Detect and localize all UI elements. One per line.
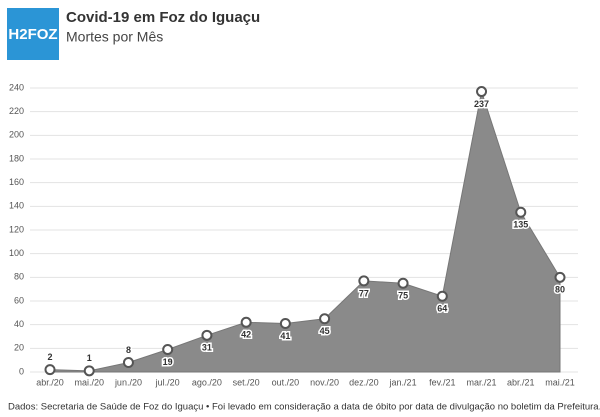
data-label: 77 xyxy=(359,288,369,298)
chart-subtitle: Mortes por Mês xyxy=(66,29,163,45)
y-tick-label: 140 xyxy=(9,201,24,211)
y-tick-label: 160 xyxy=(9,177,24,187)
data-label: 8 xyxy=(126,345,131,355)
x-tick-label: abr./21 xyxy=(507,377,535,387)
x-tick-label: jun./20 xyxy=(114,377,142,387)
x-tick-label: mai./20 xyxy=(74,377,104,387)
y-tick-label: 80 xyxy=(14,272,24,282)
x-tick-label: dez./20 xyxy=(349,377,379,387)
area xyxy=(49,91,561,373)
data-label: 41 xyxy=(280,331,290,341)
chart-title: Covid-19 em Foz do Iguaçu xyxy=(66,9,260,26)
y-tick-label: 100 xyxy=(9,248,24,258)
point xyxy=(515,206,527,218)
data-label: 80 xyxy=(555,285,565,295)
logo-box xyxy=(7,8,59,60)
data-label: 19 xyxy=(163,357,173,367)
y-tick-label: 200 xyxy=(9,130,24,140)
y-tick-label: 220 xyxy=(9,106,24,116)
point xyxy=(44,364,56,376)
x-tick-label: jan./21 xyxy=(389,377,417,387)
y-tick-label: 60 xyxy=(14,295,24,305)
y-tick-label: 120 xyxy=(9,224,24,234)
point xyxy=(476,86,488,98)
x-tick-label: mai./21 xyxy=(545,377,575,387)
point xyxy=(279,317,291,329)
point xyxy=(436,290,448,302)
data-label: 1 xyxy=(87,353,92,363)
data-label: 135 xyxy=(513,220,528,230)
point xyxy=(554,271,566,283)
data-label: 237 xyxy=(474,99,489,109)
point xyxy=(201,329,213,341)
x-tick-label: fev./21 xyxy=(429,377,455,387)
data-label: 2 xyxy=(47,352,52,362)
x-tick-label: mar./21 xyxy=(467,377,497,387)
x-tick-label: abr./20 xyxy=(36,377,64,387)
x-tick-label: jul./20 xyxy=(155,377,180,387)
point xyxy=(162,344,174,356)
point xyxy=(319,313,331,325)
point xyxy=(83,365,95,377)
point xyxy=(240,316,252,328)
data-label: 75 xyxy=(398,291,408,301)
y-tick-label: 20 xyxy=(14,343,24,353)
x-tick-label: out./20 xyxy=(272,377,300,387)
point xyxy=(397,277,409,289)
x-tick-label: ago./20 xyxy=(192,377,222,387)
y-tick-label: 40 xyxy=(14,319,24,329)
data-label: 45 xyxy=(320,326,330,336)
point xyxy=(122,357,134,369)
y-tick-label: 180 xyxy=(9,153,24,163)
data-label: 64 xyxy=(437,304,447,314)
y-tick-label: 240 xyxy=(9,82,24,92)
logo: H2FOZ xyxy=(8,26,57,43)
x-tick-label: set./20 xyxy=(233,377,260,387)
point xyxy=(358,275,370,287)
data-label: 31 xyxy=(202,343,212,353)
y-tick-label: 0 xyxy=(19,366,24,376)
source: Dados: Secretaria de Saúde de Foz do Igu… xyxy=(8,402,600,413)
data-label: 42 xyxy=(241,330,251,340)
x-tick-label: nov./20 xyxy=(310,377,339,387)
